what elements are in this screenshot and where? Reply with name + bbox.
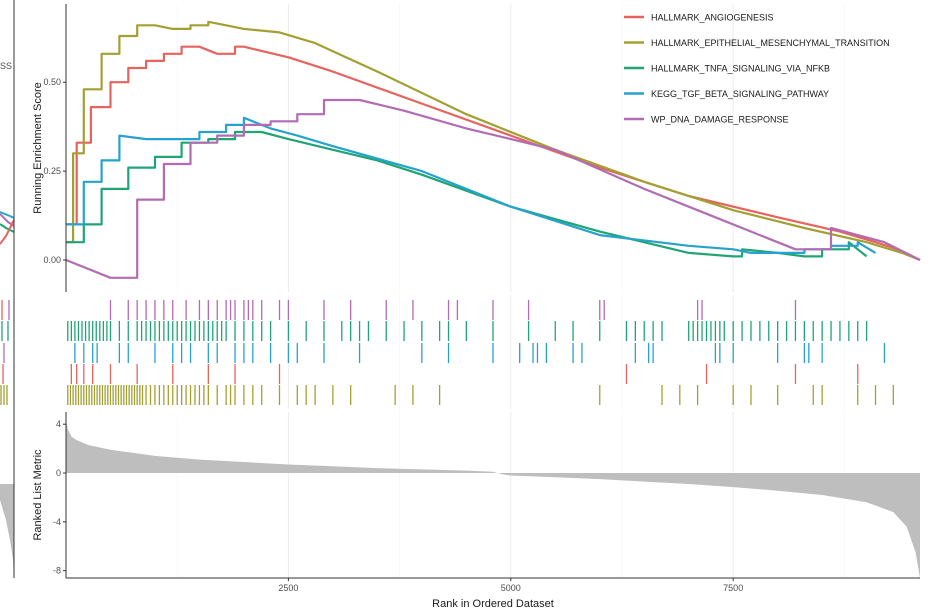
legend-label: HALLMARK_EPITHELIAL_MESENCHYMAL_TRANSITI… [651, 38, 890, 48]
axis-ticks: 0.00 0.25 0.50 4 0 -4 -8 2500 5000 7500 [43, 77, 743, 593]
x-axis-label: Rank in Ordered Dataset [432, 598, 554, 610]
left-fragment-barcode [0, 300, 10, 405]
left-fragment-lines [0, 211, 15, 245]
legend-label: HALLMARK_TNFA_SIGNALING_VIA_NFKB [651, 64, 830, 74]
fragment-line [0, 223, 15, 233]
es-y-tick-label: 0.00 [43, 255, 61, 265]
metric-panel-frame [66, 412, 920, 578]
legend: HALLMARK_ANGIOGENESIS HALLMARK_EPITHELIAL… [624, 13, 890, 125]
metric-y-tick-label: -8 [53, 566, 61, 576]
es-y-tick-label: 0.50 [43, 77, 61, 87]
x-tick-label: 2500 [278, 583, 298, 593]
legend-label: WP_DNA_DAMAGE_RESPONSE [651, 115, 789, 125]
hit-barcodes [67, 300, 894, 405]
es-y-tick-label: 0.25 [43, 166, 61, 176]
enrichment-lines [65, 20, 921, 279]
fragment-area-fill [0, 484, 14, 578]
metric-y-tick-label: -4 [53, 517, 61, 527]
es-line [65, 98, 921, 279]
metric-y-axis-label: Ranked List Metric [32, 449, 44, 541]
left-fragment-panel: SS [0, 0, 15, 578]
enrichment-panel-frame [66, 4, 920, 292]
es-line [66, 130, 868, 258]
es-line [66, 20, 921, 262]
x-tick-label: 5000 [501, 583, 521, 593]
x-tick-label: 7500 [723, 583, 743, 593]
fragment-line [0, 219, 15, 245]
left-fragment-text: SS [0, 61, 12, 71]
metric-y-tick-label: 4 [56, 419, 61, 429]
enrichment-y-axis-label: Running Enrichment Score [32, 82, 44, 213]
legend-label: KEGG_TGF_BETA_SIGNALING_PATHWAY [651, 89, 829, 99]
fragment-line [0, 211, 15, 219]
metric-y-tick-label: 0 [56, 468, 61, 478]
left-fragment-area [0, 484, 14, 578]
legend-label: HALLMARK_ANGIOGENESIS [651, 13, 774, 23]
